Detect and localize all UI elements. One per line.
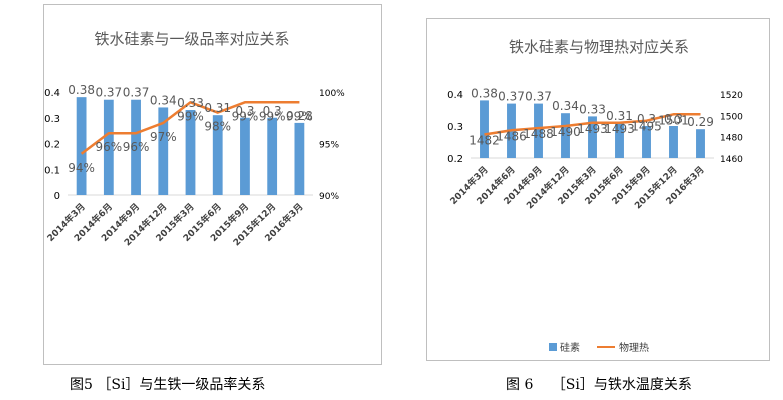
bar-data-label: 0.37 <box>95 86 122 100</box>
left-tick-label: 0 <box>54 191 60 202</box>
legend-swatch-silicon <box>549 343 557 351</box>
line-data-label: 1488 <box>523 127 554 141</box>
line-data-label: 94% <box>68 161 95 175</box>
line-data-label: 98% <box>204 120 231 134</box>
right-tick-label: 90% <box>319 192 339 202</box>
bar-data-label: 0.34 <box>150 93 177 107</box>
bar-silicon <box>642 126 651 158</box>
left-tick-label: 0.4 <box>44 88 60 99</box>
bar-silicon <box>669 126 678 158</box>
right-tick-label: 1500 <box>720 112 743 122</box>
line-data-label: 99% <box>232 109 259 123</box>
line-data-label: 99% <box>259 109 286 123</box>
line-data-label: 99% <box>177 109 204 123</box>
left-tick-label: 0.2 <box>447 154 463 165</box>
left-tick-label: 0.3 <box>447 122 463 133</box>
line-data-label: 1501 <box>658 113 689 127</box>
bar-data-label: 0.28 <box>286 109 313 123</box>
chart-title: 铁水硅素与物理热对应关系 <box>509 38 689 56</box>
bar-data-label: 0.3 <box>664 112 683 126</box>
bar-data-label: 0.37 <box>123 86 150 100</box>
figure-5-caption: 图5 ［Si］与生铁一级品率关系 <box>70 377 266 393</box>
bar-data-label: 0.31 <box>204 101 231 115</box>
line-series <box>484 113 701 136</box>
legend-label-silicon: 硅素 <box>560 341 580 354</box>
left-tick-label: 0.1 <box>44 165 60 176</box>
line-data-label: 96% <box>95 140 122 154</box>
bar-data-label: 0.3 <box>263 104 282 118</box>
line-data-label: 96% <box>123 140 150 154</box>
bar-silicon <box>615 122 624 158</box>
bar-data-label: 0.38 <box>471 86 498 100</box>
right-tick-label: 1520 <box>720 91 743 101</box>
bar-data-label: 0.38 <box>68 83 95 97</box>
bar-data-label: 0.37 <box>525 90 552 104</box>
bar-data-label: 0.3 <box>637 112 656 126</box>
bar-silicon <box>588 116 597 158</box>
line-data-label: 1493 <box>604 122 635 136</box>
line-data-label: 1490 <box>550 125 581 139</box>
bar-silicon <box>696 129 705 158</box>
chart-panel-silicon-heat: 铁水硅素与物理热对应关系 0.2 0.3 0.4 1460 1480 1500 1520 0.3… <box>426 18 770 361</box>
bar-silicon <box>267 117 278 195</box>
left-tick-label: 0.3 <box>44 114 60 125</box>
bar-silicon <box>534 103 543 158</box>
line-data-label: 1493 <box>577 122 608 136</box>
line-data-label: 1495 <box>631 120 662 134</box>
right-tick-label: 95% <box>319 141 339 151</box>
bar-data-label: 0.3 <box>235 104 254 118</box>
bar-silicon <box>212 115 223 195</box>
bar-silicon <box>76 97 87 195</box>
figure-6-caption: 图 6 ［Si］与铁水温度关系 <box>506 377 692 393</box>
bar-data-label: 0.29 <box>687 115 714 129</box>
line-data-label: 1486 <box>496 129 527 143</box>
chart-title: 铁水硅素与一级品率对应关系 <box>94 30 289 48</box>
bar-silicon <box>185 110 196 195</box>
bar-silicon <box>131 99 141 195</box>
line-data-label: 97% <box>150 130 177 144</box>
bar-data-label: 0.33 <box>579 102 606 116</box>
left-tick-label: 0.4 <box>447 90 463 101</box>
right-tick-label: 1460 <box>720 155 743 165</box>
bar-data-label: 0.31 <box>606 109 633 123</box>
chart-panel-silicon-grade: 铁水硅素与一级品率对应关系 0 0.1 0.2 0.3 0.4 90% 95% 100% 0.38… <box>43 4 382 365</box>
bar-silicon <box>294 122 305 195</box>
bar-data-label: 0.37 <box>498 90 525 104</box>
bar-silicon <box>158 107 169 195</box>
line-data-label: 99% <box>286 109 313 123</box>
bar-data-label: 0.33 <box>177 96 204 110</box>
line-series <box>80 101 300 155</box>
bar-silicon <box>480 100 489 158</box>
chart-silicon-grade: 铁水硅素与一级品率对应关系 0 0.1 0.2 0.3 0.4 90% 95% 100% 0.38… <box>44 30 345 248</box>
right-tick-label: 100% <box>319 89 345 99</box>
chart-silicon-heat: 铁水硅素与物理热对应关系 0.2 0.3 0.4 1460 1480 1500 1520 0.3… <box>447 38 743 354</box>
bar-silicon <box>240 117 250 195</box>
bar-data-label: 0.34 <box>552 99 579 113</box>
right-tick-label: 1480 <box>720 134 743 144</box>
line-data-label: 1482 <box>469 134 500 148</box>
legend-label-heat: 物理热 <box>619 341 649 354</box>
bar-silicon <box>103 99 114 195</box>
bar-silicon <box>561 113 570 158</box>
left-tick-label: 0.2 <box>44 140 60 151</box>
